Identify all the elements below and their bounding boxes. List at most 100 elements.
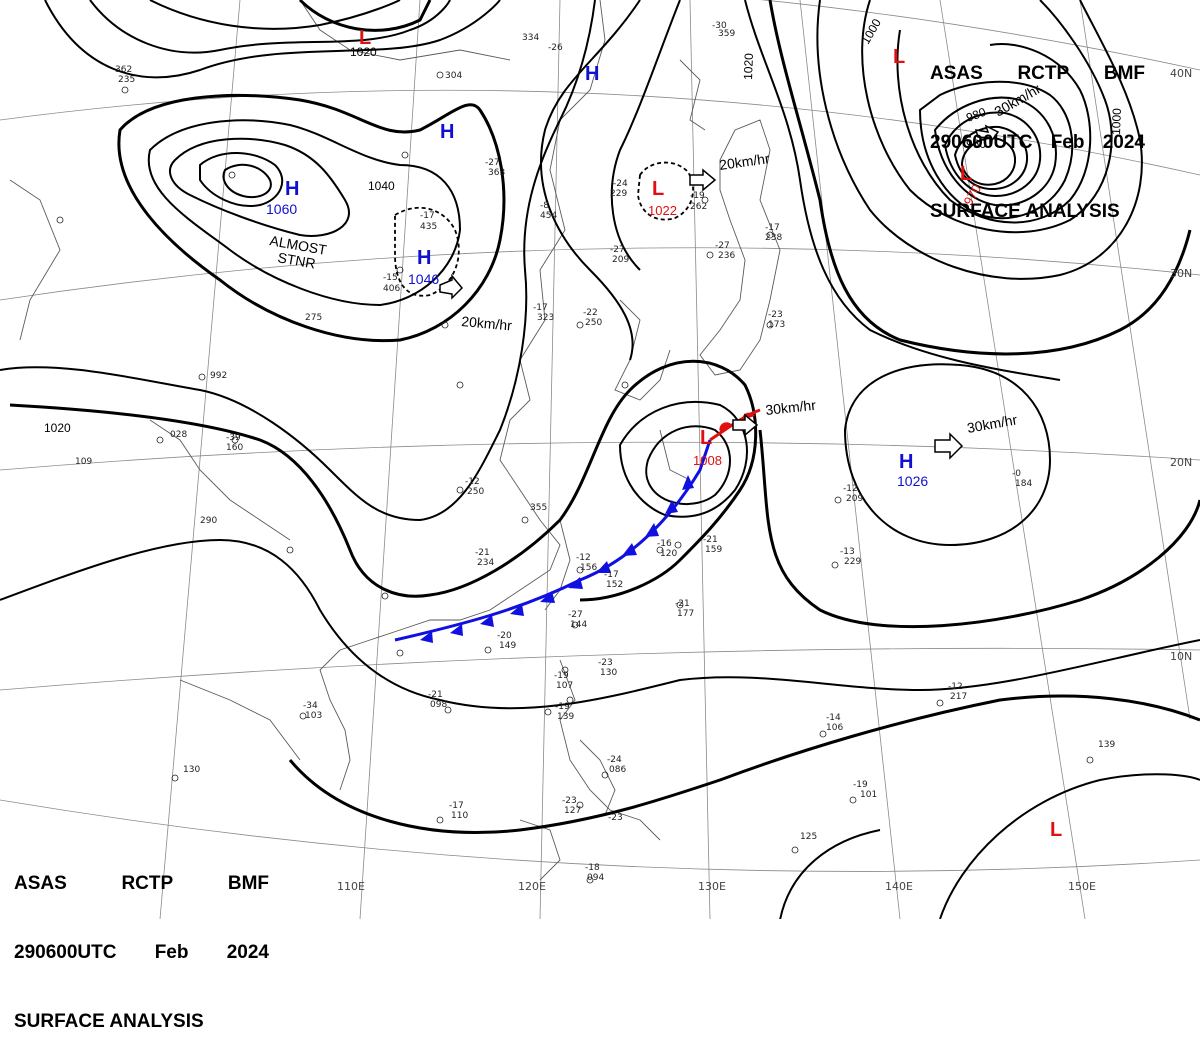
station-value: 250 <box>585 318 602 328</box>
station-value: -27 <box>485 158 500 168</box>
station-value: 130 <box>183 765 200 775</box>
station-value: -26 <box>548 43 563 53</box>
station-value: -30 <box>712 21 727 31</box>
station-value: 235 <box>118 75 135 85</box>
station-value: -17 <box>604 570 619 580</box>
station-value: 234 <box>477 558 494 568</box>
footer-year: 2024 <box>226 942 269 963</box>
station-value: 209 <box>846 494 863 504</box>
low-center-symbol: L <box>1050 819 1062 841</box>
station-value: 217 <box>950 692 967 702</box>
header-title: SURFACE ANALYSIS <box>930 201 1120 222</box>
lat-label-30: 30N <box>1170 267 1192 280</box>
station-value: 250 <box>467 487 484 497</box>
header-time: 290600UTC <box>930 132 1033 153</box>
station-value: -23 <box>608 813 623 823</box>
station-value: -23 <box>768 310 783 320</box>
low-pressure-value: 1008 <box>693 453 722 468</box>
footer-station: RCTP <box>121 873 174 894</box>
station-value: 110 <box>451 811 468 821</box>
footer-line-2: 290600UTC Feb 2024 <box>14 941 269 964</box>
station-value: 159 <box>705 545 722 555</box>
header-year: 2024 <box>1102 132 1145 153</box>
header-line-2: 290600UTC Feb 2024 <box>930 131 1145 154</box>
header-code: BMF <box>1103 63 1145 84</box>
lon-label-130: 130E <box>698 880 726 893</box>
high-center-symbol: H <box>585 63 599 85</box>
station-value: 106 <box>826 723 843 733</box>
station-symbols <box>56 71 1094 884</box>
station-value: 109 <box>75 457 92 467</box>
lon-label-140: 140E <box>885 880 913 893</box>
high-pressure-value: 1026 <box>897 473 928 489</box>
station-value: -16 <box>657 539 672 549</box>
low-center-symbol: L <box>700 427 712 449</box>
station-value: -24 <box>613 179 628 189</box>
header-line-1: ASAS RCTP BMF <box>930 62 1145 85</box>
station-value: -27 <box>568 610 583 620</box>
lon-label-120: 120E <box>518 880 546 893</box>
station-value: -12 <box>843 484 858 494</box>
isobar-label: 980 <box>964 105 988 125</box>
station-value: 139 <box>1098 740 1115 750</box>
low-center-symbol: L <box>893 46 905 68</box>
station-value: -12 <box>576 553 591 563</box>
high-center-symbol: H <box>899 451 913 473</box>
header-month: Feb <box>1050 132 1085 153</box>
low-center-symbol: L <box>652 178 664 200</box>
station-value: -18 <box>585 863 600 873</box>
station-value: 028 <box>170 430 187 440</box>
station-value: 236 <box>718 251 735 261</box>
lat-label-20: 20N <box>1170 456 1192 469</box>
station-value: 304 <box>445 71 462 81</box>
map-header-top-right: ASAS RCTP BMF 290600UTC Feb 2024 SURFACE… <box>930 16 1145 246</box>
high-center-symbol: H <box>440 121 454 143</box>
station-value: -8 <box>540 201 549 211</box>
station-value: 184 <box>1015 479 1032 489</box>
stnr-label: STNR <box>276 249 316 271</box>
station-value: -39 <box>226 433 241 443</box>
pressure-systems: L H 1060 H 1046 H H L 1022 L 970 L L 100… <box>266 27 1062 841</box>
isobar-labels: 1020 1040 1020 1020 1000 1000 960 980 <box>44 16 1124 435</box>
station-value: -21 <box>428 690 443 700</box>
high-center-symbol: H <box>417 247 431 269</box>
station-value: 103 <box>305 711 322 721</box>
station-value: -21 <box>703 535 718 545</box>
footer-line-1: ASAS RCTP BMF <box>14 872 269 895</box>
station-value: 363 <box>488 168 505 178</box>
station-value: 125 <box>800 832 817 842</box>
station-value: -21 <box>475 548 490 558</box>
station-value: 156 <box>580 563 597 573</box>
station-value: -24 <box>607 755 622 765</box>
station-value: 098 <box>430 700 447 710</box>
map-header-bottom-left: ASAS RCTP BMF 290600UTC Feb 2024 SURFACE… <box>14 826 269 1056</box>
high-pressure-value: 1060 <box>266 201 297 217</box>
footer-title: SURFACE ANALYSIS <box>14 1011 204 1032</box>
station-value: 152 <box>606 580 623 590</box>
header-product: ASAS <box>930 63 983 84</box>
station-value: -23 <box>562 796 577 806</box>
low-pressure-value: 1022 <box>648 203 677 218</box>
station-value: 275 <box>305 313 322 323</box>
station-value: -13 <box>840 547 855 557</box>
grid-labels: 110E 120E 130E 140E 150E 40N 30N 20N 10N <box>337 67 1192 893</box>
station-value: -12 <box>948 682 963 692</box>
isobar-label: 1000 <box>1109 108 1124 135</box>
station-value: -22 <box>583 308 598 318</box>
isobar-label: 1020 <box>741 53 756 80</box>
station-value: 086 <box>609 765 626 775</box>
footer-code: BMF <box>227 873 269 894</box>
station-value: 406 <box>383 284 400 294</box>
isobars <box>0 0 1200 919</box>
station-value: 160 <box>226 443 243 453</box>
motion-speed-label: 20km/hr <box>718 150 771 173</box>
station-value: -0 <box>1012 469 1021 479</box>
station-value: 130 <box>600 668 617 678</box>
station-value: 355 <box>530 503 547 513</box>
lat-label-40: 40N <box>1170 67 1192 80</box>
station-value: -17 <box>533 303 548 313</box>
station-value: -19 <box>555 702 570 712</box>
station-value: 177 <box>677 609 694 619</box>
station-value: 992 <box>210 371 227 381</box>
low-center-symbol: L <box>359 27 371 49</box>
